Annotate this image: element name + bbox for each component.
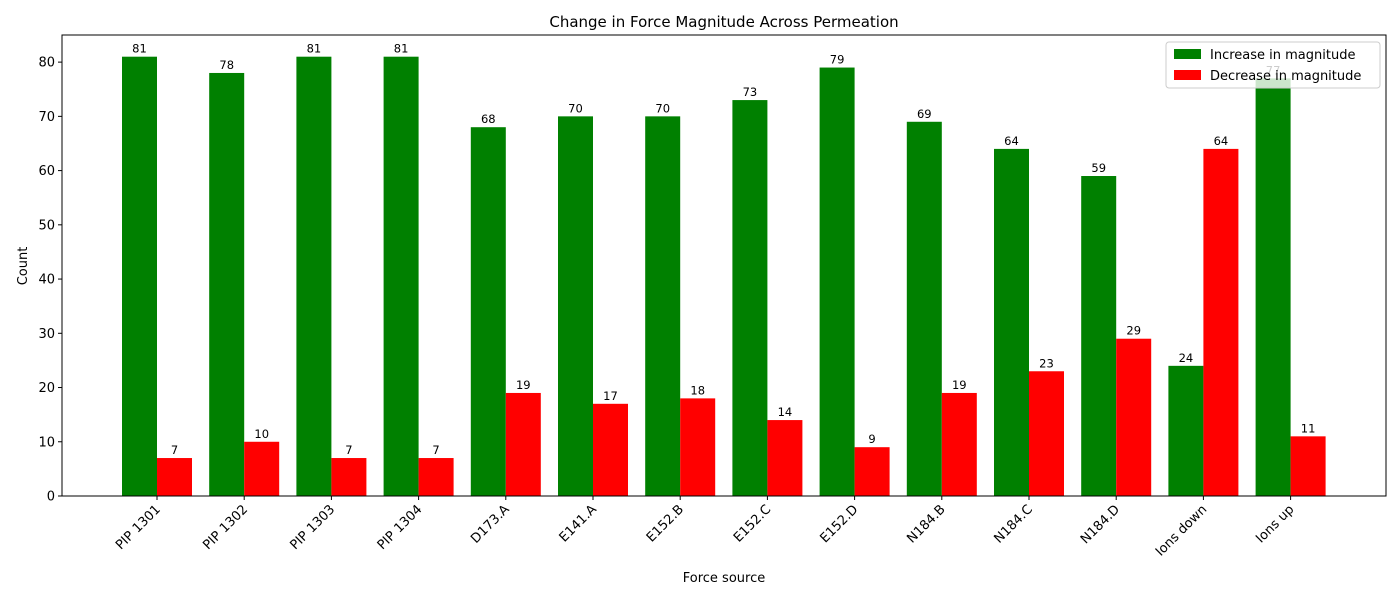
data-label-increase-6: 70 xyxy=(655,101,670,115)
data-label-decrease-13: 11 xyxy=(1301,421,1316,435)
data-label-decrease-7: 14 xyxy=(778,405,793,419)
x-axis-label: Force source xyxy=(683,571,765,586)
data-label-decrease-4: 19 xyxy=(516,378,531,392)
data-label-decrease-6: 18 xyxy=(690,383,705,397)
x-tick-label-5: E141.A xyxy=(557,502,600,545)
x-tick-label-10: N184.C xyxy=(991,502,1035,546)
bar-increase-12 xyxy=(1168,365,1204,496)
data-label-decrease-12: 64 xyxy=(1214,134,1229,148)
bar-increase-4 xyxy=(470,127,506,496)
bar-increase-2 xyxy=(296,56,332,496)
bar-increase-7 xyxy=(732,100,768,497)
y-tick-label-6: 60 xyxy=(38,164,55,179)
legend-label-decrease: Decrease in magnitude xyxy=(1210,69,1361,84)
data-label-decrease-9: 19 xyxy=(952,378,967,392)
data-label-decrease-2: 7 xyxy=(345,443,352,457)
y-tick-label-3: 30 xyxy=(38,327,55,342)
data-label-increase-7: 73 xyxy=(743,85,758,99)
bar-increase-6 xyxy=(645,116,681,497)
bar-decrease-7 xyxy=(767,420,803,496)
x-tick-label-2: PIP 1303 xyxy=(288,502,339,553)
data-label-increase-8: 79 xyxy=(830,53,845,67)
y-tick-label-4: 40 xyxy=(38,273,55,288)
bar-increase-0 xyxy=(122,56,157,496)
bar-increase-11 xyxy=(1081,176,1117,496)
data-label-increase-3: 81 xyxy=(394,42,409,56)
x-tick-label-8: E152.D xyxy=(817,502,861,546)
plot-frame xyxy=(61,34,1387,497)
data-label-increase-9: 69 xyxy=(917,107,932,121)
bar-decrease-6 xyxy=(680,398,716,496)
bar-decrease-1 xyxy=(244,441,280,496)
data-label-decrease-11: 29 xyxy=(1126,324,1141,338)
x-tick-label-1: PIP 1302 xyxy=(200,502,251,553)
data-label-decrease-1: 10 xyxy=(254,427,269,441)
x-tick-label-7: E152.C xyxy=(731,502,774,545)
bar-decrease-2 xyxy=(331,458,367,496)
bar-decrease-11 xyxy=(1116,338,1152,496)
bar-decrease-4 xyxy=(505,392,541,496)
data-label-increase-2: 81 xyxy=(307,42,322,56)
data-label-increase-1: 78 xyxy=(219,58,234,72)
y-tick-label-8: 80 xyxy=(38,56,55,71)
chart-title: Change in Force Magnitude Across Permeat… xyxy=(549,13,898,31)
data-label-increase-10: 64 xyxy=(1004,134,1019,148)
legend-swatch-increase xyxy=(1174,49,1201,59)
bar-increase-3 xyxy=(383,56,419,496)
data-label-increase-5: 70 xyxy=(568,101,583,115)
bar-increase-9 xyxy=(906,121,942,496)
data-label-decrease-0: 7 xyxy=(171,443,178,457)
x-tick-label-0: PIP 1301 xyxy=(113,502,164,553)
bar-increase-13 xyxy=(1255,78,1291,496)
data-label-decrease-10: 23 xyxy=(1039,356,1054,370)
legend-box xyxy=(1165,41,1381,89)
x-tick-label-4: D173.A xyxy=(468,502,513,547)
bar-decrease-13 xyxy=(1290,436,1326,496)
bar-decrease-9 xyxy=(941,392,977,496)
bar-decrease-12 xyxy=(1203,148,1239,497)
x-tick-label-12: Ions down xyxy=(1153,502,1210,559)
y-tick-label-1: 10 xyxy=(38,435,55,450)
data-label-decrease-5: 17 xyxy=(603,389,618,403)
data-label-increase-0: 81 xyxy=(132,42,147,56)
x-tick-label-3: PIP 1304 xyxy=(375,502,426,553)
x-tick-label-13: Ions up xyxy=(1253,502,1297,546)
bar-decrease-5 xyxy=(593,403,628,496)
legend-label-increase: Increase in magnitude xyxy=(1210,48,1355,63)
data-label-increase-12: 24 xyxy=(1179,351,1194,365)
data-label-decrease-8: 9 xyxy=(868,432,875,446)
bar-increase-1 xyxy=(209,72,245,496)
y-tick-label-7: 70 xyxy=(38,110,55,125)
y-tick-label-0: 0 xyxy=(47,490,55,505)
x-tick-label-9: N184.B xyxy=(904,502,948,546)
y-axis-label: Count xyxy=(16,247,31,286)
data-label-increase-4: 68 xyxy=(481,112,496,126)
data-label-decrease-3: 7 xyxy=(432,443,439,457)
x-tick-label-11: N184.D xyxy=(1078,502,1123,547)
y-tick-label-5: 50 xyxy=(38,218,55,233)
bar-decrease-0 xyxy=(157,458,192,496)
bar-decrease-3 xyxy=(418,458,454,496)
bar-increase-5 xyxy=(558,116,593,497)
bar-increase-10 xyxy=(994,148,1029,497)
bar-decrease-8 xyxy=(854,447,890,496)
bar-decrease-10 xyxy=(1029,371,1064,496)
legend-swatch-decrease xyxy=(1174,70,1201,80)
y-tick-label-2: 20 xyxy=(38,381,55,396)
bar-increase-8 xyxy=(819,67,855,497)
data-label-increase-11: 59 xyxy=(1091,161,1106,175)
bars-layer xyxy=(122,56,1326,497)
legend: Increase in magnitude Decrease in magnitu… xyxy=(1165,41,1381,89)
x-tick-label-6: E152.B xyxy=(644,502,687,545)
